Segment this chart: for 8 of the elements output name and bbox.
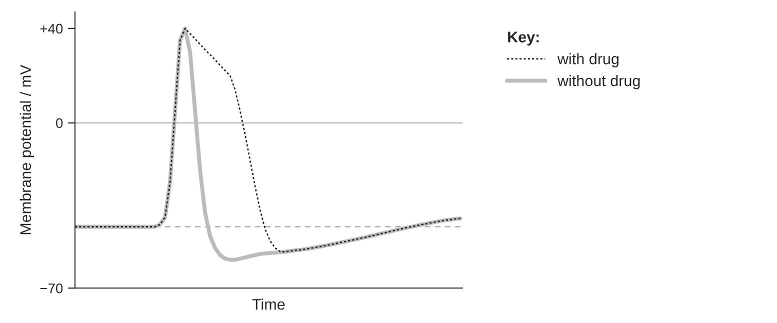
- legend-label: with drug: [557, 53, 618, 68]
- legend-title: Key:: [508, 32, 539, 46]
- y-tick-label: −70: [40, 283, 63, 294]
- y-tick-label: 0: [56, 118, 63, 128]
- y-axis-title: Membrane potential / mV: [20, 64, 34, 234]
- x-axis-title: Time: [252, 298, 285, 310]
- legend-label: without drug: [557, 74, 640, 90]
- y-tick-label: +40: [40, 24, 63, 34]
